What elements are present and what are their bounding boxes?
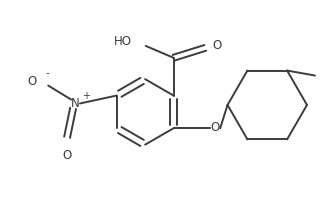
Text: O: O — [27, 75, 36, 88]
Text: +: + — [82, 90, 90, 100]
Text: N: N — [71, 97, 80, 110]
Text: -: - — [45, 68, 49, 78]
Text: O: O — [211, 121, 220, 134]
Text: O: O — [63, 149, 72, 162]
Text: HO: HO — [114, 35, 132, 48]
Text: O: O — [212, 39, 221, 52]
